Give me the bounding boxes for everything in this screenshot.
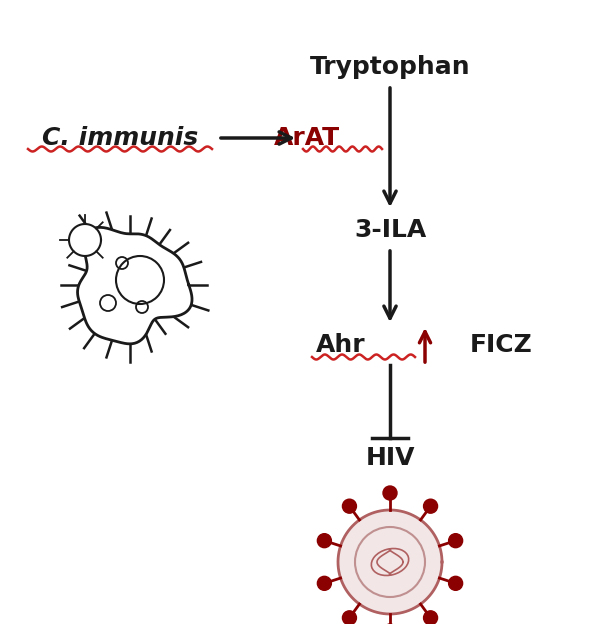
Text: HIV: HIV <box>365 446 415 470</box>
Polygon shape <box>69 224 101 256</box>
Circle shape <box>383 486 397 500</box>
Text: Ahr: Ahr <box>315 333 365 357</box>
Circle shape <box>342 611 357 624</box>
Text: ArAT: ArAT <box>274 126 340 150</box>
Text: 3-ILA: 3-ILA <box>354 218 426 242</box>
Circle shape <box>317 534 331 548</box>
Circle shape <box>424 499 437 513</box>
Circle shape <box>424 611 437 624</box>
Polygon shape <box>338 510 442 614</box>
Text: Tryptophan: Tryptophan <box>310 55 470 79</box>
Polygon shape <box>78 227 192 344</box>
Text: C. immunis: C. immunis <box>42 126 198 150</box>
Circle shape <box>448 534 463 548</box>
Circle shape <box>342 499 357 513</box>
Text: FICZ: FICZ <box>470 333 533 357</box>
Circle shape <box>317 577 331 590</box>
Circle shape <box>448 577 463 590</box>
